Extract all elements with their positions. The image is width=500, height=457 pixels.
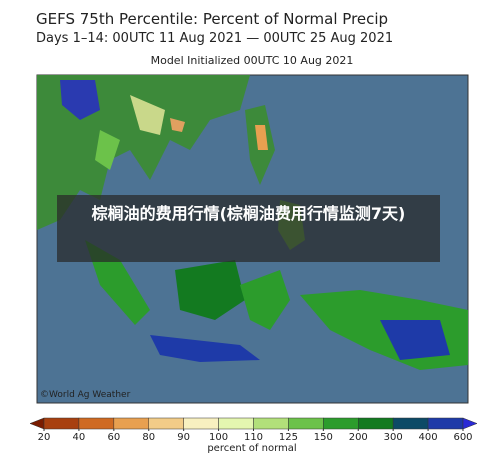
colorbar-tick-label: 60 — [107, 432, 120, 443]
colorbar-tick-label: 400 — [419, 432, 438, 443]
colorbar-swatch — [183, 417, 219, 430]
colorbar-tick-label: 150 — [314, 432, 333, 443]
colorbar-swatch — [358, 417, 394, 430]
credit: ©World Ag Weather — [40, 390, 131, 400]
colorbar-end — [29, 417, 45, 430]
colorbar-tick-label: 90 — [177, 432, 190, 443]
colorbar-swatch — [253, 417, 289, 430]
colorbar-label: percent of normal — [207, 443, 296, 454]
colorbar-tick-label: 20 — [38, 432, 51, 443]
colorbar-swatch — [218, 417, 254, 430]
colorbar-tick-label: 600 — [453, 432, 472, 443]
colorbar-end — [462, 417, 478, 430]
caption-overlay: 棕榈油的费用行情(棕榈油费用行情监测7天) — [57, 195, 440, 262]
colorbar-swatch — [78, 417, 115, 430]
colorbar-swatch — [288, 417, 324, 430]
colorbar-swatch — [392, 417, 429, 430]
model-init: Model Initialized 00UTC 10 Aug 2021 — [151, 54, 354, 67]
title: GEFS 75th Percentile: Percent of Normal … — [36, 10, 388, 28]
colorbar-swatch — [43, 417, 80, 430]
colorbar-tick-label: 110 — [244, 432, 263, 443]
colorbar-swatch — [427, 417, 464, 430]
colorbar-swatch — [323, 417, 359, 430]
colorbar-tick-label: 200 — [349, 432, 368, 443]
colorbar-tick-label: 40 — [73, 432, 86, 443]
colorbar-tick-label: 300 — [384, 432, 403, 443]
colorbar-swatch — [113, 417, 150, 430]
colorbar-tick-label: 80 — [142, 432, 155, 443]
colorbar: 20 40 60 80 90 100 110 125 150 200 300 400 600 — [29, 417, 478, 443]
colorbar-tick-label: 125 — [279, 432, 298, 443]
colorbar-tick-label: 100 — [209, 432, 228, 443]
colorbar-swatch — [148, 417, 184, 430]
period: Days 1–14: 00UTC 11 Aug 2021 — 00UTC 25 … — [36, 31, 393, 46]
